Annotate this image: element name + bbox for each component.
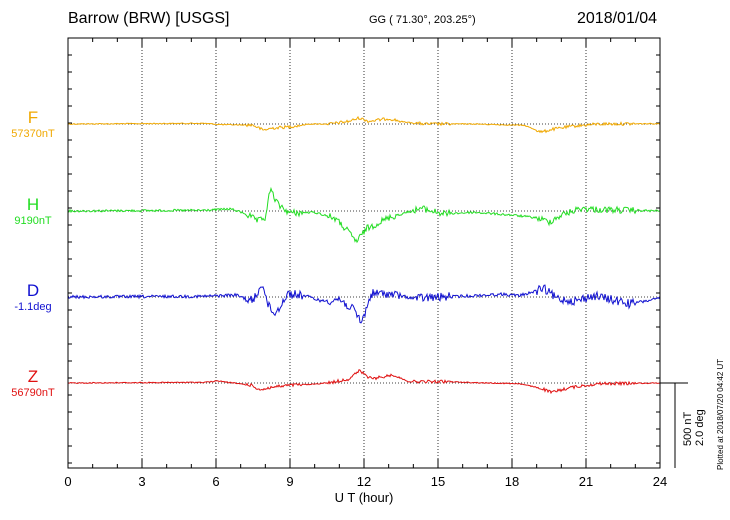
channel-d-name: D xyxy=(26,281,40,300)
x-tick-label: 9 xyxy=(286,474,294,489)
plotted-timestamp: Plotted at 2018/07/20 04:42 UT xyxy=(716,358,725,470)
plot-border xyxy=(67,37,661,469)
trace-d xyxy=(67,284,661,324)
trace-h xyxy=(67,186,661,244)
x-tick-label: 6 xyxy=(212,474,220,489)
channel-h-label: H 9190nT xyxy=(0,196,66,228)
plot-date: 2018/01/04 xyxy=(577,10,658,27)
channel-d-label: D -1.1deg xyxy=(0,282,66,314)
x-tick-label: 18 xyxy=(504,474,520,489)
data-traces xyxy=(67,115,661,395)
plot-frame xyxy=(67,37,661,469)
scale-deg-label: 2.0 deg xyxy=(694,409,706,446)
channel-h-name: H xyxy=(26,195,40,214)
coordinates: GG ( 71.30°, 203.25°) xyxy=(369,14,476,26)
channel-f-label: F 57370nT xyxy=(0,109,66,141)
x-tick-label: 12 xyxy=(356,474,372,489)
scale-bar xyxy=(660,382,688,468)
grid-lines xyxy=(68,38,660,468)
channel-z-baseline: 56790nT xyxy=(11,387,55,399)
x-tick-label: 15 xyxy=(430,474,446,489)
x-tick-label: 24 xyxy=(652,474,668,489)
x-tick-label: 21 xyxy=(578,474,594,489)
channel-z-label: Z 56790nT xyxy=(0,368,66,400)
trace-f xyxy=(67,115,661,134)
axis-ticks xyxy=(67,38,661,468)
channel-z-name: Z xyxy=(27,367,39,386)
x-tick-label: 0 xyxy=(64,474,72,489)
channel-f-baseline: 57370nT xyxy=(11,128,55,140)
channel-f-name: F xyxy=(27,108,39,127)
channel-h-baseline: 9190nT xyxy=(14,215,52,227)
channel-d-baseline: -1.1deg xyxy=(14,301,52,313)
x-axis-label: U T (hour) xyxy=(334,490,394,505)
station-title: Barrow (BRW) [USGS] xyxy=(68,10,230,27)
trace-z xyxy=(68,369,661,395)
scale-nt-label: 500 nT xyxy=(682,411,694,446)
x-tick-label: 3 xyxy=(138,474,146,489)
